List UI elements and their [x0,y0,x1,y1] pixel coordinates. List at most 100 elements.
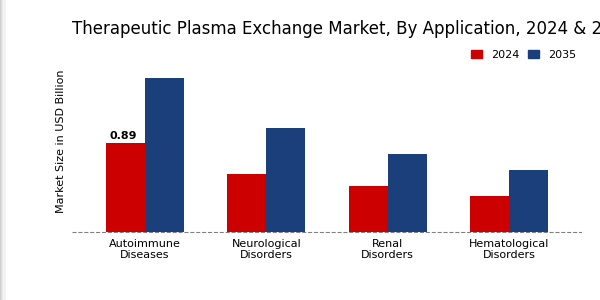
Bar [1,0,4,300]
Bar [1,0,4,300]
Bar [1,0,4,300]
Bar [3,0,6,300]
Bar [2,0,5,300]
Bar [3,0,6,300]
Bar [1,0,4,300]
Bar [1,0,4,300]
Bar [1,0,4,300]
Bar [1,0,4,300]
Bar [1,0,4,300]
Bar [1,0,4,300]
Bar [1,0,4,300]
Bar [1,0,4,300]
Bar [1,0,4,300]
Bar [2,0,5,300]
Bar [2,0,5,300]
Bar [0,0,3,300]
Bar [1,0,4,300]
Bar [1,0,4,300]
Bar [1,0,4,300]
Text: 0.89: 0.89 [109,130,137,140]
Bar [0,0,3,300]
Bar [2,0,5,300]
Bar [1,0,4,300]
Bar [1,0,4,300]
Bar [2,0,5,300]
Bar [1,0,4,300]
Bar [2,0,5,300]
Bar [2,0,5,300]
Bar [3,0,6,300]
Bar [2,0,5,300]
Bar [2,0,5,300]
Bar [2,0,5,300]
Bar [1,0,4,300]
Bar [2,0,5,300]
Bar [2,0,5,300]
Bar [1,0,4,300]
Bar [1,0,4,300]
Bar [3,0,6,300]
Bar [1,0,4,300]
Bar [2,0,5,300]
Bar [2,0,5,300]
Bar [2,0,5,300]
Bar [1,0,4,300]
Bar [1,0,4,300]
Bar [2,0,5,300]
Bar [1,0,4,300]
Bar [2,0,5,300]
Bar [1,0,4,300]
Bar [1,0,4,300]
Bar [227,174,266,232]
Bar [1,0,4,300]
Bar [0,0,3,300]
Bar [1,0,4,300]
Bar [1,0,4,300]
Bar [1,0,4,300]
Bar [0,0,4,300]
Bar [2,0,5,300]
Bar [2,0,5,300]
Bar [2,0,5,300]
Bar [3,0,6,300]
Bar [0,0,3,300]
Bar [2,0,5,300]
Bar [2,0,5,300]
Bar [0,0,3,300]
Bar [1,0,4,300]
Bar [1,0,4,300]
Bar [0,0,3,300]
Bar [1,0,4,300]
Bar [470,196,509,232]
Bar [2,0,5,300]
Bar [266,128,305,232]
Bar [2,0,5,300]
Bar [2,0,5,300]
Bar [2,0,5,300]
Text: Therapeutic Plasma Exchange Market, By Application, 2024 & 2035: Therapeutic Plasma Exchange Market, By A… [72,20,600,38]
Bar [2,0,5,300]
Bar [0,0,3,300]
Bar [3,0,6,300]
Bar [2,0,5,300]
Bar [2,0,5,300]
Bar [1,0,4,300]
Bar [2,0,5,300]
Bar [0,0,3,300]
Bar [1,0,4,300]
Bar [2,0,5,300]
Bar [0,0,3,300]
Bar [1,0,4,300]
Bar [2,0,5,300]
Bar [2,0,5,300]
Bar [1,0,4,300]
Bar [0,0,3,300]
Bar [1,0,4,300]
Bar [1,0,4,300]
Bar [1,0,4,300]
Bar [2,0,5,300]
Bar [1,0,4,300]
Bar [2,0,5,300]
Bar [1,0,4,300]
